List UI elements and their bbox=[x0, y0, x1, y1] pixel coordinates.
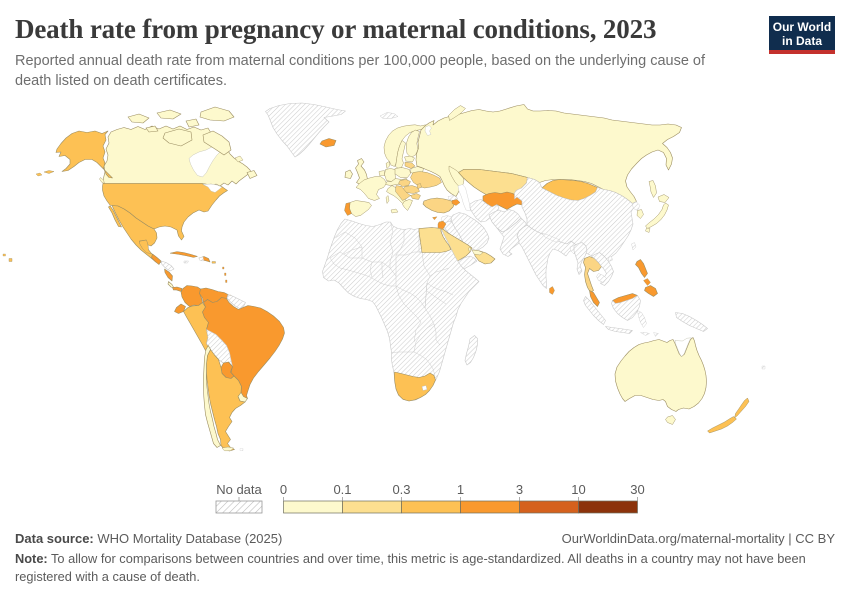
svg-text:0.3: 0.3 bbox=[392, 482, 410, 497]
svg-text:1: 1 bbox=[457, 482, 464, 497]
svg-text:30: 30 bbox=[630, 482, 644, 497]
svg-text:No data: No data bbox=[216, 482, 262, 497]
svg-text:0.1: 0.1 bbox=[333, 482, 351, 497]
svg-text:0: 0 bbox=[280, 482, 287, 497]
svg-text:10: 10 bbox=[571, 482, 585, 497]
svg-text:3: 3 bbox=[516, 482, 523, 497]
